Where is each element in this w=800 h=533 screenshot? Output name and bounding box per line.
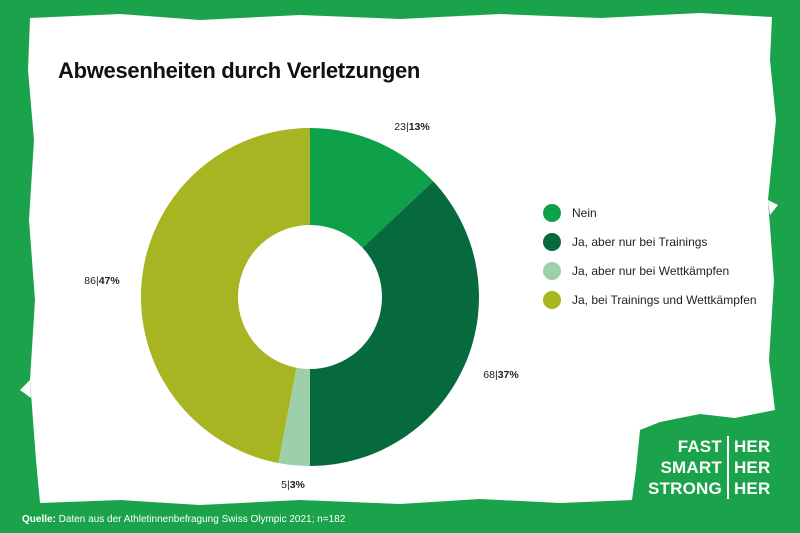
donut-slice-nein (310, 128, 434, 248)
legend: Nein Ja, aber nur bei Trainings Ja, aber… (543, 198, 757, 314)
legend-swatch-beides (543, 290, 561, 309)
data-label-beides: 86|47% (84, 275, 120, 287)
brand-left-column: FAST SMART STRONG (648, 436, 729, 499)
brand-right-column: HER HER HER (729, 436, 771, 499)
source-note: Quelle: Daten aus der Athletinnenbefragu… (22, 514, 345, 525)
brand-word: HER (733, 479, 771, 498)
data-label-nein: 23|13% (394, 121, 430, 133)
chart-title: Abwesenheiten durch Verletzungen (58, 58, 421, 83)
legend-label: Ja, aber nur bei Trainings (572, 234, 708, 249)
legend-item-nein: Nein (543, 198, 757, 227)
legend-swatch-wettkaempfe (543, 261, 561, 280)
donut-slice-beides (141, 128, 310, 464)
legend-label: Nein (572, 205, 597, 220)
brand-word: STRONG (648, 479, 722, 498)
brand-word: HER (733, 458, 771, 477)
brand-logo: FAST SMART STRONG HER HER HER (648, 436, 770, 499)
source-text: Daten aus der Athletinnenbefragung Swiss… (55, 514, 346, 525)
donut-slice-trainings (310, 181, 479, 467)
data-label-wettkaempfe: 5|3% (281, 479, 305, 491)
brand-word: FAST (677, 437, 722, 456)
brand-word: SMART (660, 458, 722, 477)
legend-label: Ja, bei Trainings und Wettkämpfen (572, 292, 757, 307)
legend-item-beides: Ja, bei Trainings und Wettkämpfen (543, 285, 757, 314)
legend-item-wettkaempfe: Ja, aber nur bei Wettkämpfen (543, 256, 757, 285)
data-label-trainings: 68|37% (483, 369, 519, 381)
legend-item-trainings: Ja, aber nur bei Trainings (543, 227, 757, 256)
brand-word: HER (733, 437, 771, 456)
legend-swatch-trainings (543, 232, 561, 251)
donut-slice-wettkaempfe (278, 367, 310, 466)
legend-label: Ja, aber nur bei Wettkämpfen (572, 263, 730, 278)
legend-swatch-nein (543, 203, 561, 222)
source-prefix: Quelle: (22, 514, 56, 525)
